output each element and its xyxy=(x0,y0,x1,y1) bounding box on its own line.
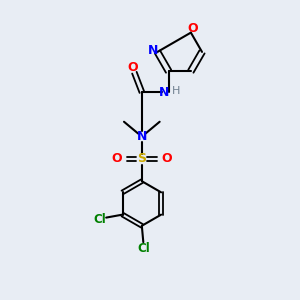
Text: Cl: Cl xyxy=(137,242,150,255)
Text: N: N xyxy=(159,85,169,98)
Text: H: H xyxy=(172,86,180,96)
Text: O: O xyxy=(128,61,138,74)
Text: O: O xyxy=(161,152,172,165)
Text: S: S xyxy=(137,152,146,165)
Text: O: O xyxy=(112,152,122,165)
Text: N: N xyxy=(148,44,158,57)
Text: Cl: Cl xyxy=(93,213,106,226)
Text: N: N xyxy=(136,130,147,143)
Text: O: O xyxy=(187,22,198,35)
